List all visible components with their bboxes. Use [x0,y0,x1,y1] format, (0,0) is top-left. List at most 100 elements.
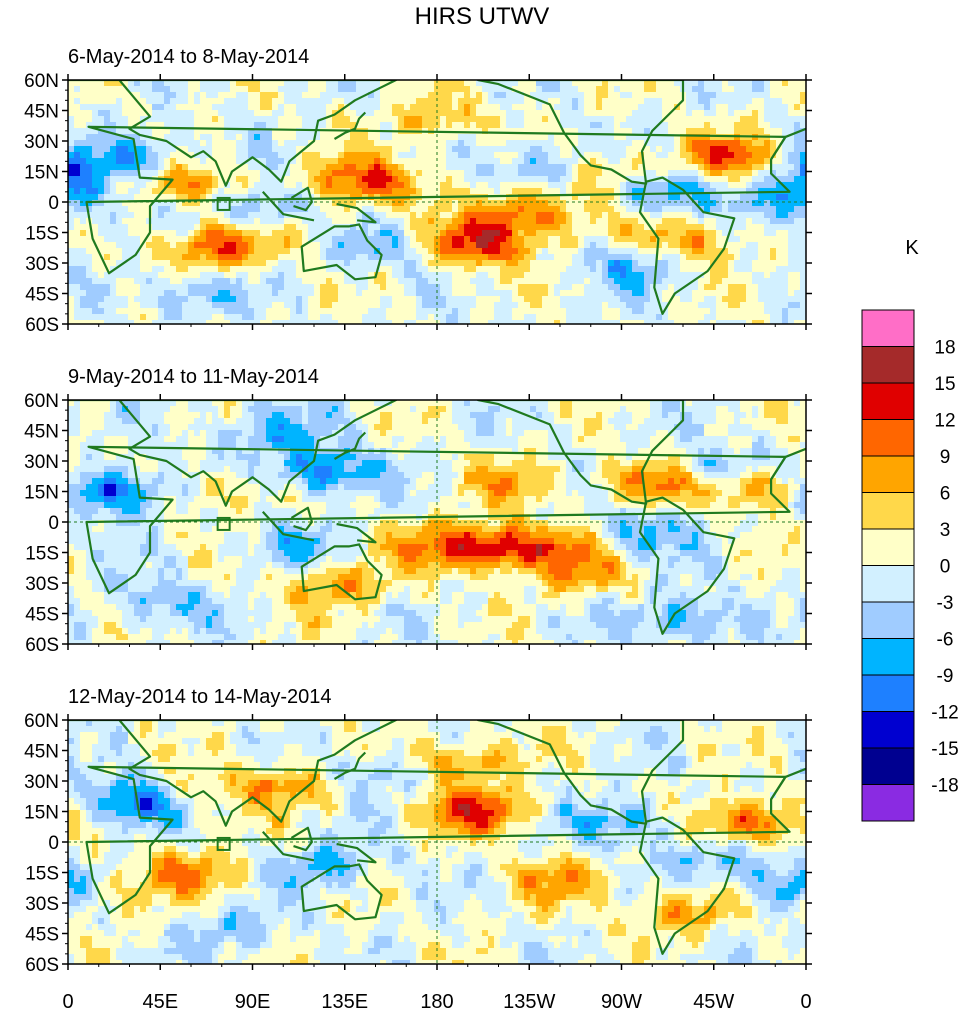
map-panel-2: 9-May-2014 to 11-May-2014 60N 45N 30N 15N 0 15… [24,366,812,656]
coastline [68,400,398,507]
x-tick-label: 45W [693,991,734,1013]
x-axis-tick-labels: 0 45E 90E 135E 180 135W 90W 45W 0 [62,991,811,1013]
coastline [476,720,685,825]
colorbar-label: -9 [937,666,954,687]
y-tick-label: 15S [25,544,59,565]
colorbar-units: K [905,237,919,259]
x-tick-label: 180 [420,991,453,1013]
colorbar-swatch [861,638,915,676]
x-tick-label: 135W [503,991,555,1013]
x-tick-label: 90E [235,991,271,1013]
colorbar-label: 0 [940,557,951,578]
coastline [290,826,313,852]
coastline [638,176,736,315]
colorbar-swatch [861,419,915,457]
colorbar-label: -18 [931,776,958,797]
colorbar-swatch [861,565,915,603]
y-tick-label: 60S [25,955,59,976]
anomaly-field [68,400,806,644]
y-tick-label: 15S [25,224,59,245]
map-panel-3: 12-May-2014 to 14-May-2014 60N 45N 30N 15N 0 1… [24,686,812,976]
coastline [261,831,315,862]
coastline [770,447,806,480]
y-tick-label: 45S [25,605,59,626]
coastline [68,720,398,827]
coastline [476,80,685,185]
colorbar-swatch [861,382,915,420]
colorbar-swatch [861,601,915,639]
y-tick-label: 15N [24,163,59,184]
y-tick-label: 15S [25,864,59,885]
colorbar-label: -15 [931,739,958,760]
coastline [85,125,791,275]
colorbar-label: -3 [937,593,954,614]
coastline [638,496,736,635]
colorbar-swatch [861,455,915,493]
colorbar-swatch [861,784,915,822]
y-tick-label: 45N [24,422,59,443]
colorbar-label: 3 [940,520,951,541]
y-tick-label: 30N [24,452,59,473]
coastline [638,816,736,955]
coastline [770,127,806,160]
anomaly-field [68,720,806,964]
chart-title: HIRS UTWV [415,3,550,30]
region-box [216,196,231,211]
coastline [336,522,377,544]
coastline [300,863,383,921]
y-tick-label: 45S [25,925,59,946]
panel-subtitle: 6-May-2014 to 8-May-2014 [68,46,309,68]
coastline [85,765,791,915]
colorbar: 18 15 12 9 6 3 0 -3 -6 -9 -12 -15 -18 [861,309,959,822]
y-tick-label: 15N [24,803,59,824]
coastline [476,400,685,505]
coastline [300,543,383,601]
colorbar-swatch [861,711,915,749]
y-tick-label: 60N [24,71,59,92]
y-tick-label: 60S [25,635,59,656]
panel-subtitle: 9-May-2014 to 11-May-2014 [68,366,319,388]
x-tick-label: 0 [800,991,811,1013]
panel-subtitle: 12-May-2014 to 14-May-2014 [68,686,331,708]
colorbar-swatch [861,674,915,712]
colorbar-swatch [861,309,915,347]
x-tick-label: 90W [601,991,642,1013]
coastline [333,751,367,780]
colorbar-label: 6 [940,484,951,505]
coastline [85,445,791,595]
y-tick-label: 60S [25,315,59,336]
colorbar-swatch [861,346,915,384]
map-panels: 6-May-2014 to 8-May-2014 60N 45N 30N 15N 0 15S… [24,46,812,976]
coastline [300,223,383,281]
y-tick-label: 30S [25,254,59,275]
coastline [336,202,377,224]
coastline [68,80,398,187]
y-tick-label: 30N [24,132,59,153]
y-tick-label: 30N [24,772,59,793]
coastline [261,191,315,222]
y-tick-label: 60N [24,391,59,412]
coastline [290,186,313,212]
y-tick-label: 45N [24,102,59,123]
y-tick-label: 45S [25,285,59,306]
region-box [216,836,231,851]
coastline [336,842,377,864]
colorbar-swatch [861,492,915,530]
map-panel-1: 6-May-2014 to 8-May-2014 60N 45N 30N 15N 0 15S… [24,46,812,336]
colorbar-label: -6 [937,630,954,651]
y-tick-label: 30S [25,574,59,595]
region-box [216,516,231,531]
y-tick-label: 45N [24,742,59,763]
colorbar-label: 12 [934,411,955,432]
anomaly-field [68,80,806,324]
coastline [261,511,315,542]
coastline [333,111,367,140]
x-tick-label: 135E [321,991,368,1013]
coastline [333,431,367,460]
y-tick-label: 15N [24,483,59,504]
coastline [290,506,313,532]
coastline [770,767,806,800]
y-tick-label: 30S [25,894,59,915]
colorbar-label: 15 [934,374,955,395]
